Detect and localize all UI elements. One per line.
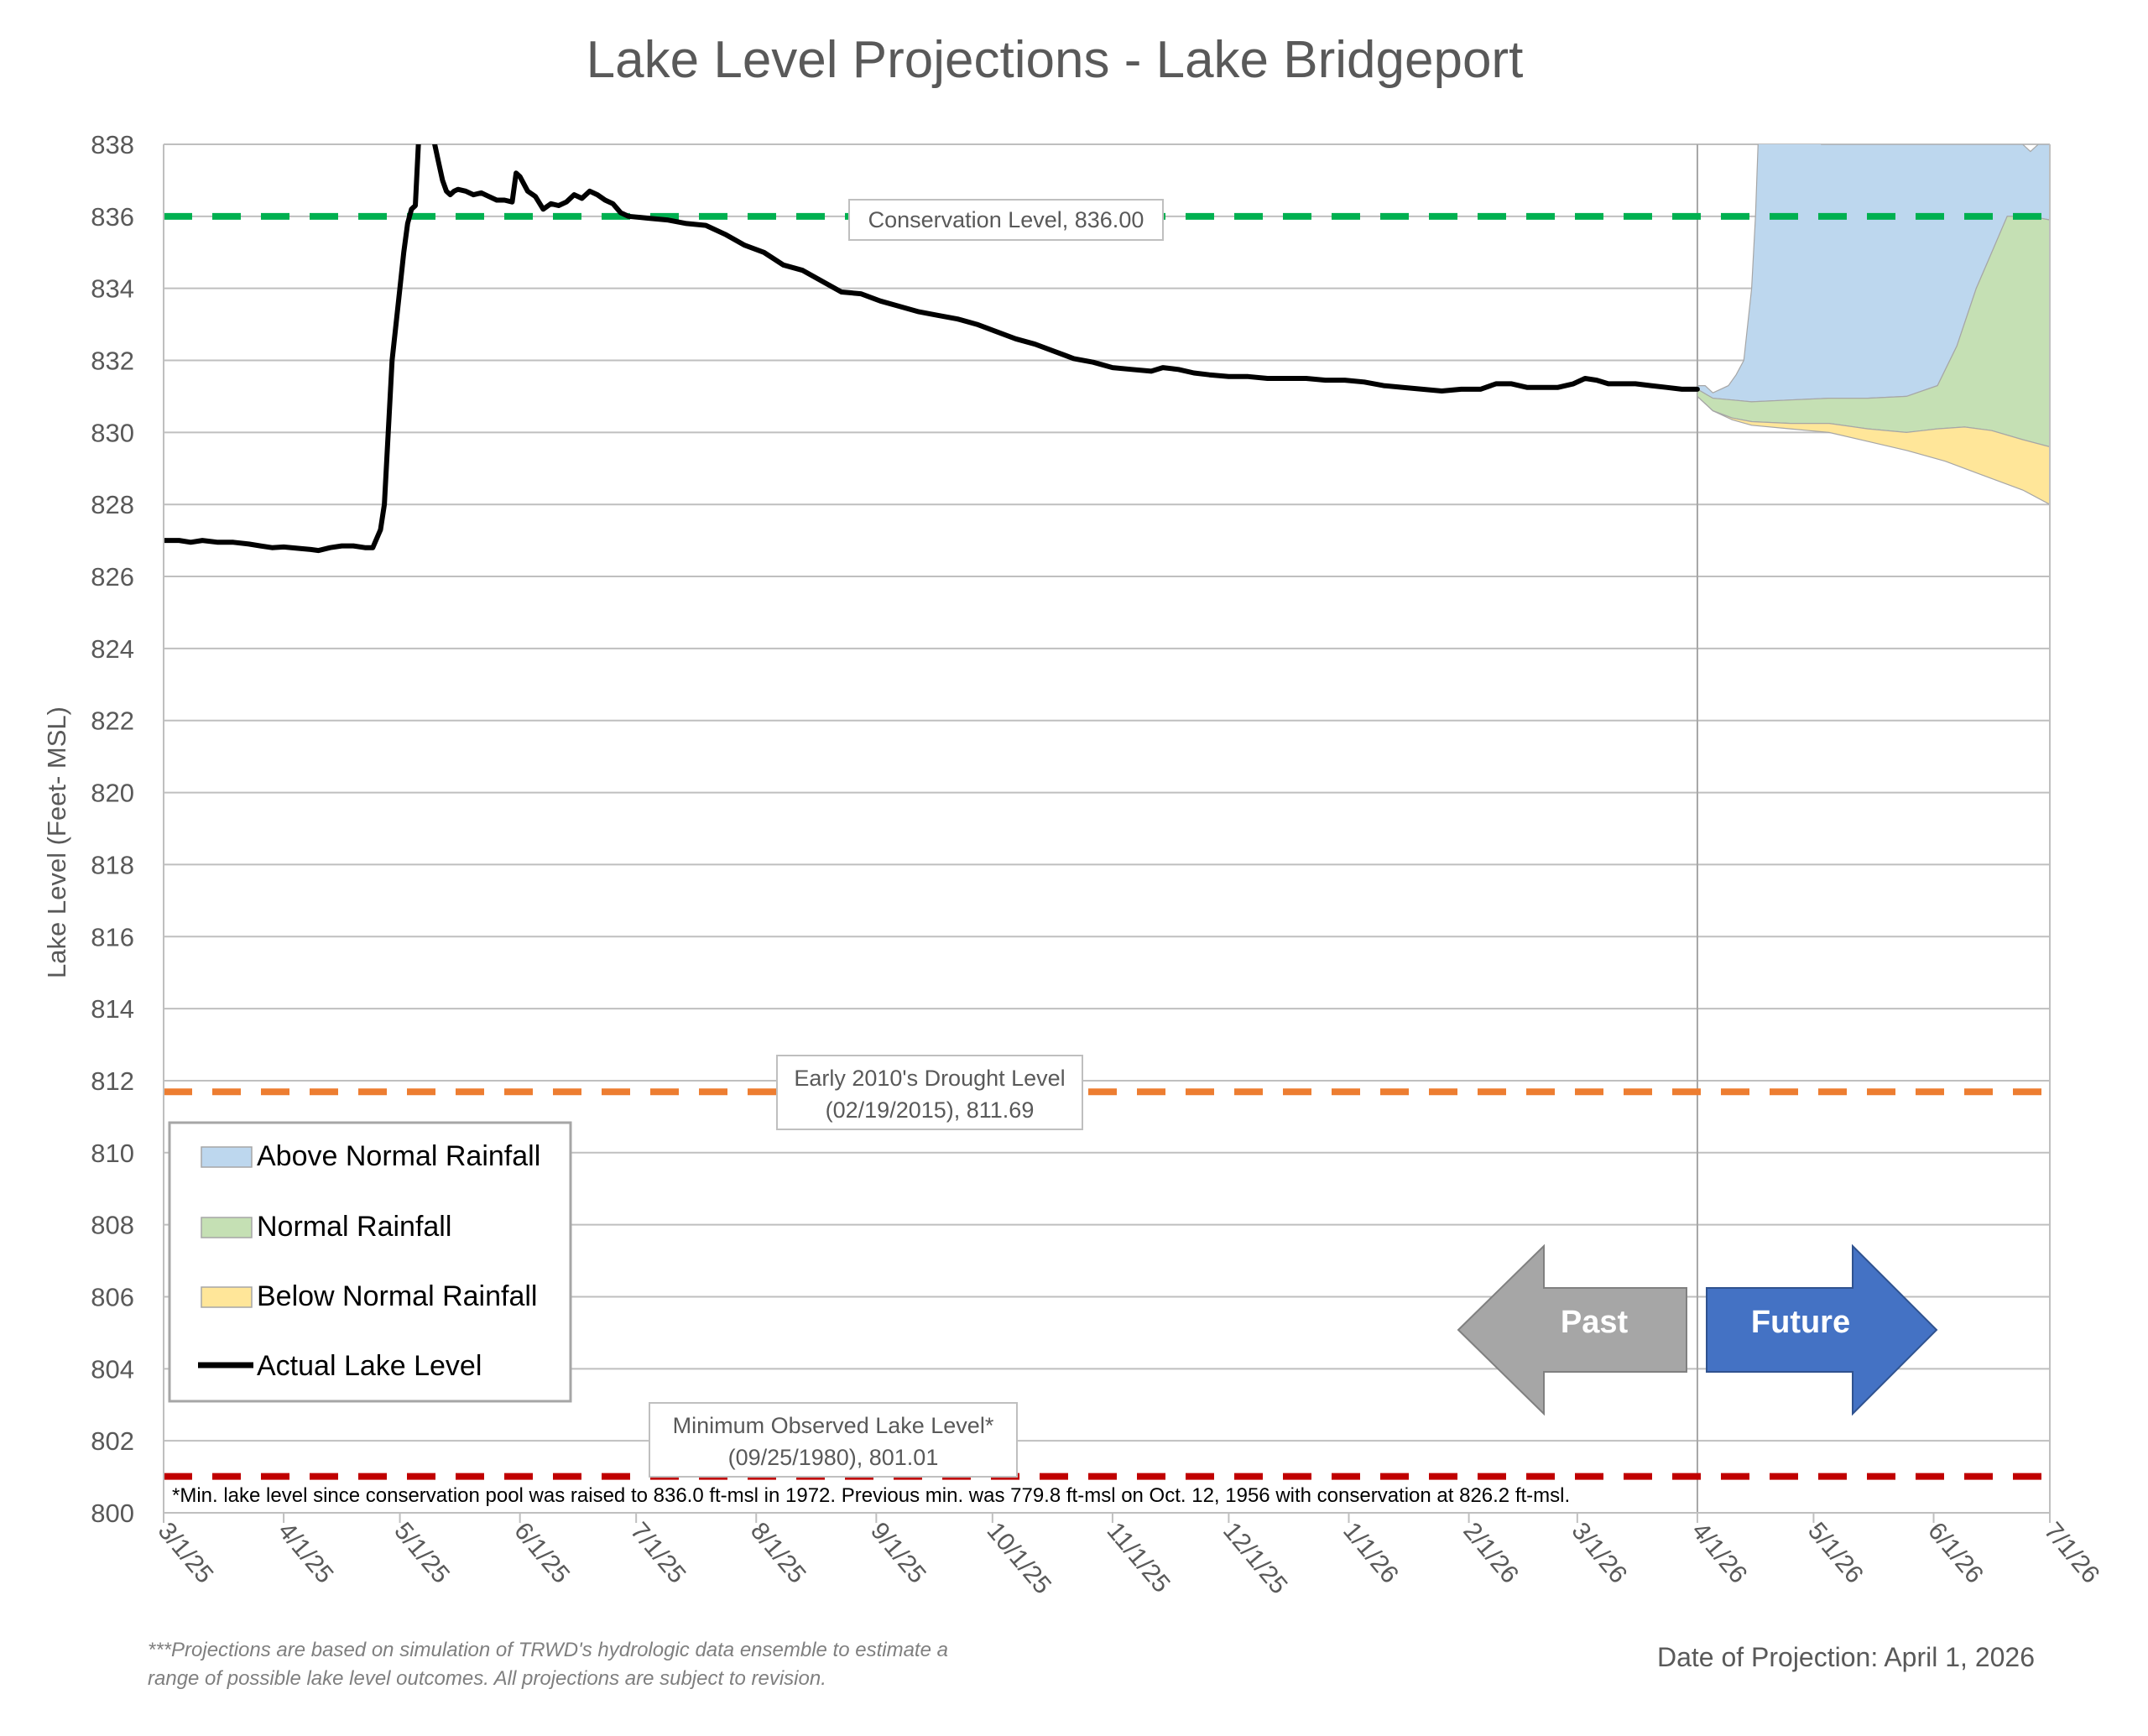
y-axis-tick-labels: 800 802 804 806 808 810 812 814 816 818 820 822 824 8… bbox=[91, 130, 134, 1528]
y-tick-label: 820 bbox=[91, 779, 134, 808]
future-arrow: Future bbox=[1706, 1243, 1938, 1416]
future-arrow-shape bbox=[1706, 1243, 1938, 1416]
y-tick-label: 828 bbox=[91, 490, 134, 519]
legend-box bbox=[168, 1121, 572, 1403]
axes bbox=[163, 144, 2051, 1523]
y-tick-label: 808 bbox=[91, 1211, 134, 1240]
minimum-label-box bbox=[649, 1402, 1018, 1478]
projection-areas bbox=[1697, 144, 2050, 505]
projection-footnote-line1: ***Projections are based on simulation o… bbox=[148, 1639, 948, 1661]
legend-label-actual: Actual Lake Level bbox=[257, 1350, 482, 1382]
conservation-label: Conservation Level, 836.00 bbox=[868, 207, 1144, 232]
legend-label-normal: Normal Rainfall bbox=[257, 1211, 451, 1243]
y-tick-label: 802 bbox=[91, 1426, 134, 1456]
y-tick-label: 830 bbox=[91, 418, 134, 447]
conservation-label-box bbox=[848, 199, 1164, 241]
y-tick-label: 812 bbox=[91, 1066, 134, 1096]
y-tick-label: 800 bbox=[91, 1499, 134, 1528]
legend-label-below: Below Normal Rainfall bbox=[257, 1280, 537, 1312]
y-tick-label: 810 bbox=[91, 1139, 134, 1168]
minimum-label-line1: Minimum Observed Lake Level* bbox=[673, 1413, 994, 1438]
drought-label-box bbox=[776, 1055, 1083, 1130]
minimum-label-line2: (09/25/1980), 801.01 bbox=[728, 1445, 939, 1470]
conservation-callout: Conservation Level, 836.00 bbox=[848, 199, 1164, 241]
minimum-footnote: *Min. lake level since conservation pool… bbox=[172, 1484, 1570, 1507]
legend-swatch-below bbox=[201, 1286, 253, 1308]
drought-label-line2: (02/19/2015), 811.69 bbox=[826, 1097, 1035, 1123]
chart-title: Lake Level Projections - Lake Bridgeport bbox=[587, 31, 1524, 89]
y-tick-label: 826 bbox=[91, 562, 134, 592]
y-tick-label: 832 bbox=[91, 347, 134, 376]
past-arrow-label: Past bbox=[1561, 1305, 1629, 1340]
future-arrow-label: Future bbox=[1751, 1305, 1850, 1340]
drought-callout: Early 2010's Drought Level (02/19/2015),… bbox=[776, 1055, 1083, 1130]
legend-swatch-above bbox=[201, 1146, 253, 1168]
past-arrow-shape bbox=[1457, 1243, 1687, 1416]
past-arrow: Past bbox=[1457, 1243, 1687, 1416]
drought-label-line1: Early 2010's Drought Level bbox=[794, 1066, 1065, 1091]
y-tick-label: 822 bbox=[91, 706, 134, 736]
legend-swatch-normal bbox=[201, 1217, 253, 1238]
projection-footnote-line2: range of possible lake level outcomes. A… bbox=[148, 1667, 826, 1690]
actual-level-series bbox=[164, 144, 1700, 554]
actual-level-line bbox=[164, 144, 1700, 554]
y-tick-label: 816 bbox=[91, 922, 134, 951]
legend: Above Normal Rainfall Normal Rainfall Be… bbox=[168, 1121, 572, 1403]
y-axis-label: Lake Level (Feet- MSL) bbox=[42, 706, 71, 978]
y-tick-label: 838 bbox=[91, 130, 134, 159]
area-below-normal bbox=[1697, 395, 2050, 505]
y-tick-label: 814 bbox=[91, 994, 134, 1024]
y-tick-label: 806 bbox=[91, 1282, 134, 1311]
legend-label-above: Above Normal Rainfall bbox=[257, 1140, 540, 1172]
y-tick-label: 824 bbox=[91, 634, 134, 664]
y-tick-label: 834 bbox=[91, 274, 134, 304]
y-tick-label: 818 bbox=[91, 850, 134, 879]
minimum-callout: Minimum Observed Lake Level* (09/25/1980… bbox=[649, 1402, 1018, 1478]
y-tick-label: 836 bbox=[91, 202, 134, 232]
y-tick-label: 804 bbox=[91, 1354, 134, 1384]
projection-date: Date of Projection: April 1, 2026 bbox=[1657, 1642, 2035, 1672]
